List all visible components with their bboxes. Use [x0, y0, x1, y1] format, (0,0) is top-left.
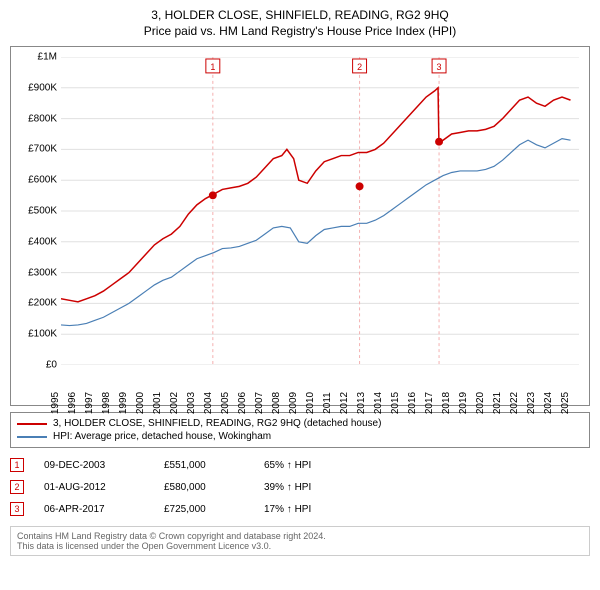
plot-svg: 1 2 3 — [61, 57, 579, 365]
event-price: £725,000 — [164, 504, 244, 515]
chart-box: £0 £100K £200K £300K £400K £500K £600K £700K £80… — [10, 46, 590, 406]
y-tick-label: £900K — [28, 82, 57, 93]
x-axis-labels: 1995199619971998199920002001200220032004… — [61, 367, 579, 405]
x-tick-label: 2003 — [186, 392, 197, 414]
y-tick-label: £1M — [38, 52, 57, 63]
y-axis-labels: £0£100K£200K£300K£400K£500K£600K£700K£80… — [15, 57, 59, 365]
x-tick-label: 1999 — [118, 392, 129, 414]
x-tick-label: 2020 — [475, 392, 486, 414]
y-tick-label: £400K — [28, 236, 57, 247]
x-tick-label: 2019 — [458, 392, 469, 414]
legend-row: HPI: Average price, detached house, Woki… — [17, 430, 583, 443]
y-tick-label: £0 — [46, 360, 57, 371]
x-tick-label: 2004 — [203, 392, 214, 414]
event-price: £551,000 — [164, 460, 244, 471]
footer-line: This data is licensed under the Open Gov… — [17, 541, 583, 551]
x-tick-label: 1998 — [101, 392, 112, 414]
event-row: 2 01-AUG-2012 £580,000 39% ↑ HPI — [10, 476, 590, 498]
chart-container: 3, HOLDER CLOSE, SHINFIELD, READING, RG2… — [0, 0, 600, 590]
event-date: 06-APR-2017 — [44, 504, 144, 515]
x-tick-label: 2000 — [135, 392, 146, 414]
event-marker: 1 — [10, 458, 24, 472]
chart-subtitle: Price paid vs. HM Land Registry's House … — [10, 24, 590, 38]
x-tick-label: 2016 — [407, 392, 418, 414]
svg-text:3: 3 — [437, 62, 442, 72]
y-tick-label: £500K — [28, 206, 57, 217]
x-tick-label: 2024 — [543, 392, 554, 414]
x-tick-label: 2011 — [322, 392, 333, 414]
x-tick-label: 2021 — [492, 392, 503, 414]
x-tick-label: 2025 — [560, 392, 571, 414]
x-tick-label: 2015 — [390, 392, 401, 414]
legend-row: 3, HOLDER CLOSE, SHINFIELD, READING, RG2… — [17, 417, 583, 430]
legend-swatch — [17, 423, 47, 425]
chart-title: 3, HOLDER CLOSE, SHINFIELD, READING, RG2… — [10, 8, 590, 22]
event-marker: 3 — [10, 502, 24, 516]
event-date: 09-DEC-2003 — [44, 460, 144, 471]
x-tick-label: 2002 — [169, 392, 180, 414]
event-marker: 2 — [10, 480, 24, 494]
svg-text:1: 1 — [210, 62, 215, 72]
legend-label: HPI: Average price, detached house, Woki… — [53, 431, 271, 442]
y-tick-label: £300K — [28, 267, 57, 278]
legend-label: 3, HOLDER CLOSE, SHINFIELD, READING, RG2… — [53, 418, 381, 429]
footer-attribution: Contains HM Land Registry data © Crown c… — [10, 526, 590, 556]
x-tick-label: 2017 — [424, 392, 435, 414]
legend-box: 3, HOLDER CLOSE, SHINFIELD, READING, RG2… — [10, 412, 590, 448]
event-row: 1 09-DEC-2003 £551,000 65% ↑ HPI — [10, 454, 590, 476]
plot-area: 1 2 3 — [61, 57, 579, 365]
x-tick-label: 1996 — [67, 392, 78, 414]
y-tick-label: £100K — [28, 329, 57, 340]
y-tick-label: £700K — [28, 144, 57, 155]
x-tick-label: 2023 — [526, 392, 537, 414]
x-tick-label: 2001 — [152, 392, 163, 414]
svg-text:2: 2 — [357, 62, 362, 72]
legend-swatch — [17, 436, 47, 438]
x-tick-label: 2006 — [237, 392, 248, 414]
y-tick-label: £800K — [28, 113, 57, 124]
event-diff: 65% ↑ HPI — [264, 460, 364, 471]
footer-line: Contains HM Land Registry data © Crown c… — [17, 531, 583, 541]
x-tick-label: 2012 — [339, 392, 350, 414]
event-diff: 17% ↑ HPI — [264, 504, 364, 515]
x-tick-label: 2007 — [254, 392, 265, 414]
event-date: 01-AUG-2012 — [44, 482, 144, 493]
x-tick-label: 2009 — [288, 392, 299, 414]
x-tick-label: 2022 — [509, 392, 520, 414]
event-row: 3 06-APR-2017 £725,000 17% ↑ HPI — [10, 498, 590, 520]
x-tick-label: 1997 — [84, 392, 95, 414]
x-tick-label: 2013 — [356, 392, 367, 414]
event-diff: 39% ↑ HPI — [264, 482, 364, 493]
x-tick-label: 2014 — [373, 392, 384, 414]
x-tick-label: 2018 — [441, 392, 452, 414]
x-tick-label: 2005 — [220, 392, 231, 414]
x-tick-label: 2010 — [305, 392, 316, 414]
x-tick-label: 2008 — [271, 392, 282, 414]
x-tick-label: 1995 — [50, 392, 61, 414]
y-tick-label: £600K — [28, 175, 57, 186]
y-tick-label: £200K — [28, 298, 57, 309]
event-price: £580,000 — [164, 482, 244, 493]
event-table: 1 09-DEC-2003 £551,000 65% ↑ HPI 2 01-AUG-201… — [10, 454, 590, 520]
